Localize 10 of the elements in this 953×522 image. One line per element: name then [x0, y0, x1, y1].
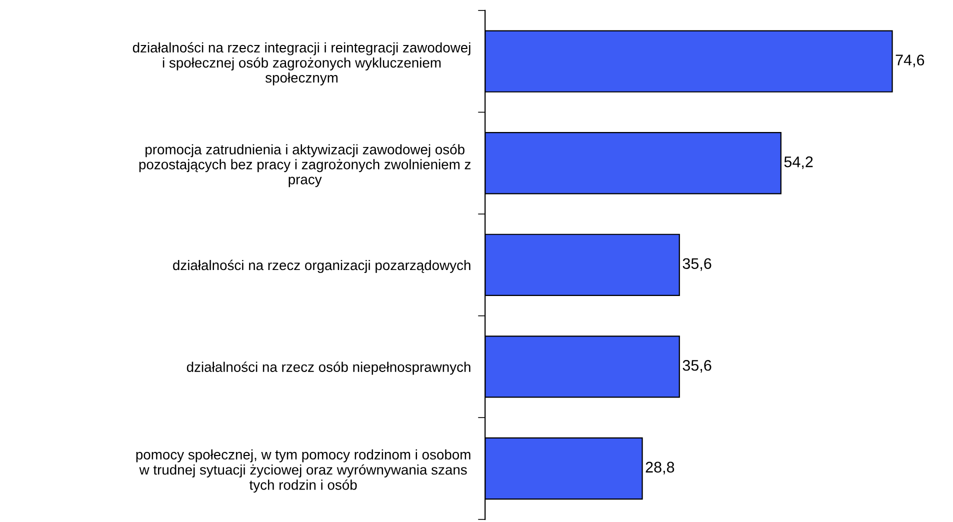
data-label: 54,2	[784, 156, 813, 170]
data-label: 35,6	[682, 258, 712, 271]
y-tick-label: działalności na rzecz integracji i reintegracji zawodowej i społecznej osób zagrożonych wykluczeniem społecznym	[132, 42, 470, 86]
y-tick-label: pomocy społecznej, w tym pomocy rodzinom i osobom w trudnej sytuacji życiowej oraz wyrównywania szans tych rodzin i osób	[136, 449, 470, 493]
y-tick-label: działalności na rzecz osób niepełnosprawnych	[186, 362, 470, 375]
y-tick-label: działalności na rzecz organizacji pozarządowych	[173, 260, 470, 273]
y-tick-label: promocja zatrudnienia i aktywizacji zawodowej osób pozostających bez pracy i zagrożonych zwolnieniem z pracy	[139, 144, 471, 188]
data-label: 74,6	[896, 54, 924, 68]
data-label: 28,8	[646, 462, 674, 474]
data-label: 35,6	[682, 360, 712, 373]
